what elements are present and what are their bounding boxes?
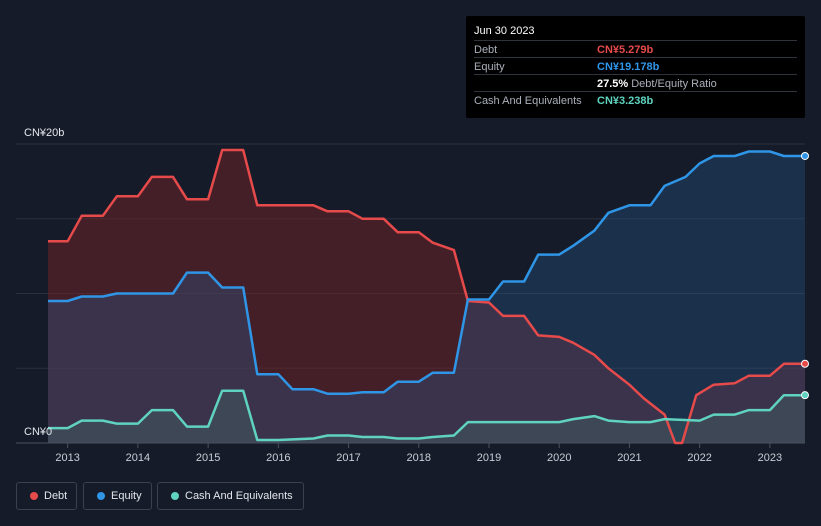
line-debt: [48, 148, 805, 445]
line-equity: [48, 150, 805, 395]
x-tick-label: 2016: [266, 452, 290, 464]
ratio-label: Debt/Equity Ratio: [631, 78, 717, 90]
x-tick-label: 2013: [55, 452, 79, 464]
area-equity: [48, 151, 805, 443]
tooltip-value-equity: CN¥19.178b: [597, 61, 660, 73]
tooltip-row-ratio: 27.5% Debt/Equity Ratio: [474, 74, 797, 92]
legend-dot-icon: [171, 492, 179, 500]
marker-debt: [801, 359, 809, 368]
x-tick-label: 2015: [196, 452, 220, 464]
y-axis-top-label: CN¥20b: [24, 127, 64, 139]
legend-item-cash[interactable]: Cash And Equivalents: [157, 482, 304, 510]
marker-cash-and-equivalents: [801, 391, 809, 400]
legend-item-debt[interactable]: Debt: [16, 482, 77, 510]
tooltip-value-cash: CN¥3.238b: [597, 95, 654, 107]
x-tick-label: 2021: [617, 452, 641, 464]
legend-dot-icon: [30, 492, 38, 500]
tooltip-row-cash: Cash And Equivalents CN¥3.238b: [474, 91, 797, 109]
legend-label: Cash And Equivalents: [185, 490, 293, 502]
area-debt: [48, 150, 805, 443]
area-cash-and-equivalents: [48, 390, 805, 443]
x-tick-label: 2019: [477, 452, 501, 464]
tooltip-date: Jun 30 2023: [474, 25, 535, 37]
tooltip-value-debt: CN¥5.279b: [597, 44, 654, 56]
legend-item-equity[interactable]: Equity: [83, 482, 152, 510]
end-markers: [801, 151, 809, 400]
tooltip-label: Equity: [474, 61, 505, 73]
tooltip-row-debt: Debt CN¥5.279b: [474, 40, 797, 58]
area-fills: [48, 150, 805, 443]
legend-label: Debt: [44, 490, 68, 502]
tooltip-value-ratio: 27.5% Debt/Equity Ratio: [597, 78, 717, 90]
tooltip-row-equity: Equity CN¥19.178b: [474, 57, 797, 75]
x-tick-label: 2023: [758, 452, 782, 464]
x-tick-label: 2020: [547, 452, 571, 464]
x-tick-label: 2018: [407, 452, 431, 464]
ratio-value: 27.5%: [597, 78, 629, 90]
legend-label: Equity: [111, 490, 142, 502]
legend-dot-icon: [97, 492, 105, 500]
marker-equity: [801, 151, 809, 160]
x-tick-label: 2022: [687, 452, 711, 464]
line-cash-and-equivalents: [48, 389, 805, 442]
y-axis-bottom-label: CN¥0: [24, 426, 52, 438]
tooltip-panel: Jun 30 2023 Debt CN¥5.279b Equity CN¥19.…: [466, 16, 805, 118]
tooltip-label: Cash And Equivalents: [474, 95, 582, 107]
tooltip-label: Debt: [474, 44, 498, 56]
x-tick-label: 2014: [126, 452, 150, 464]
x-axis-ticks: 2013 2014 2015 2016 2017 2018 2019 2020 2021 2022…: [55, 443, 782, 464]
series-lines: [48, 148, 805, 445]
x-tick-label: 2017: [336, 452, 360, 464]
